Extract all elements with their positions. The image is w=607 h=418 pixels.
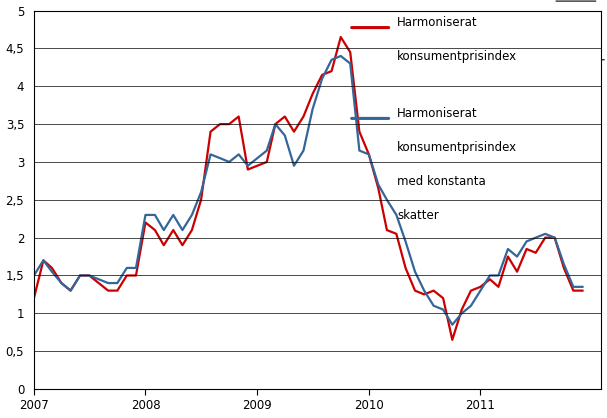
Text: Harmoniserat: Harmoniserat: [397, 16, 478, 29]
Text: konsumentprisindex: konsumentprisindex: [397, 141, 517, 154]
Text: med konstanta: med konstanta: [397, 175, 486, 188]
Text: skatter: skatter: [397, 209, 439, 222]
Text: konsumentprisindex: konsumentprisindex: [397, 50, 517, 63]
Text: Harmoniserat: Harmoniserat: [397, 107, 478, 120]
